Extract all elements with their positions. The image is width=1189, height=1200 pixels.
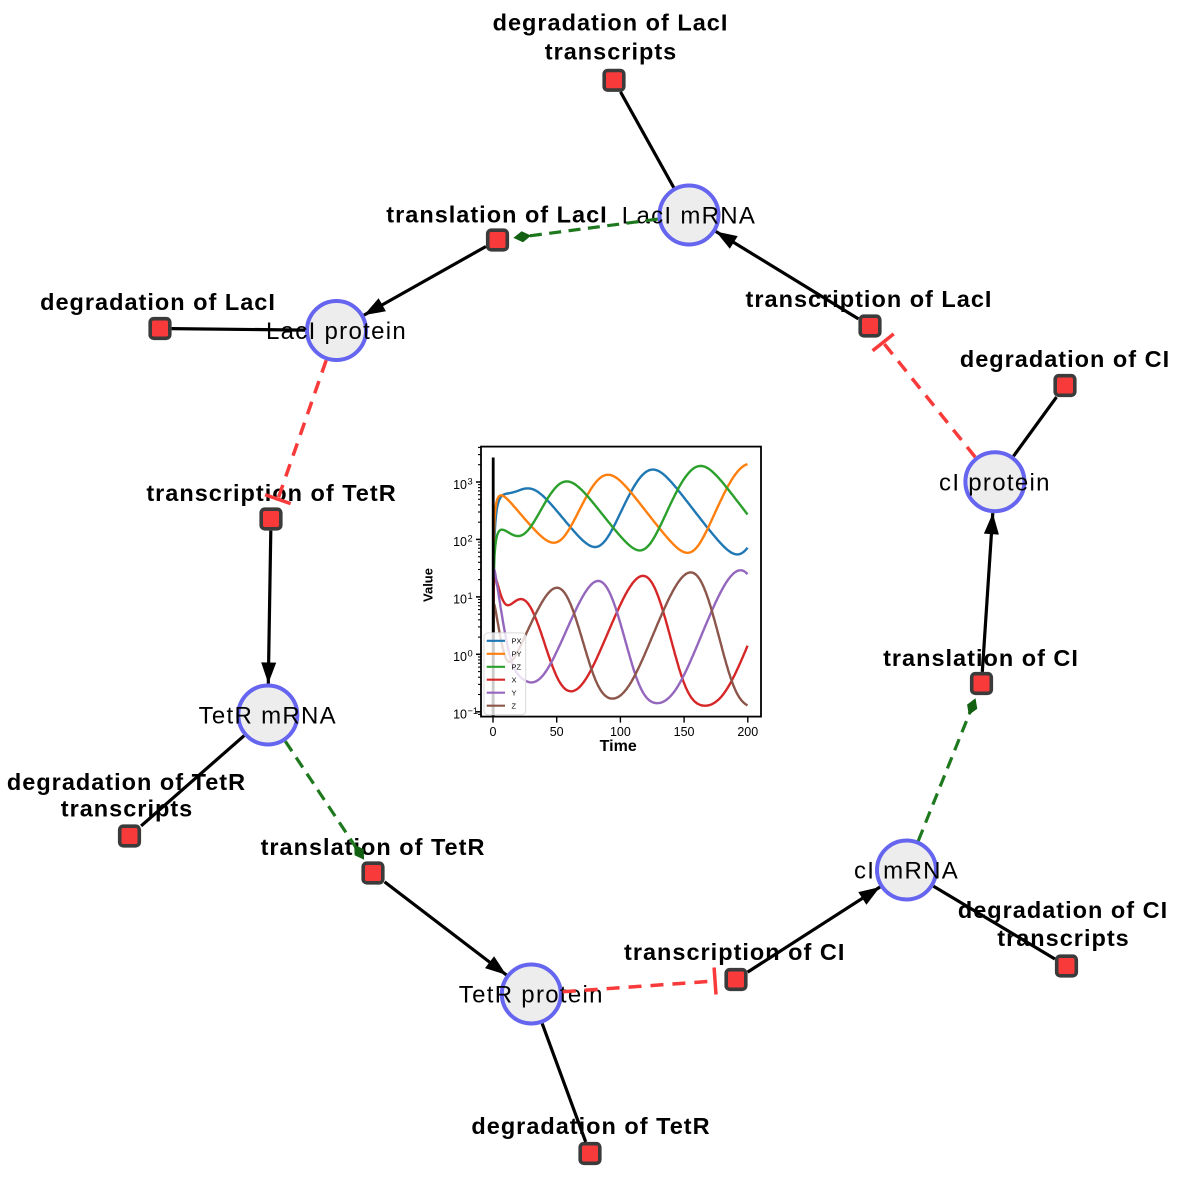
svg-text:degradation of LacI: degradation of LacI [493, 9, 729, 35]
svg-text:−1: −1 [468, 706, 479, 716]
svg-text:3: 3 [468, 476, 473, 486]
svg-text:PX: PX [512, 637, 522, 646]
svg-text:10: 10 [453, 708, 467, 722]
svg-text:cI protein: cI protein [939, 469, 1051, 496]
svg-text:LacI mRNA: LacI mRNA [622, 203, 756, 230]
svg-text:200: 200 [737, 725, 758, 739]
svg-text:degradation of TetR: degradation of TetR [7, 769, 246, 795]
svg-text:PY: PY [512, 650, 522, 659]
svg-text:Z: Z [512, 701, 517, 710]
svg-text:Value: Value [421, 568, 436, 602]
svg-text:2: 2 [468, 534, 473, 544]
svg-text:TetR mRNA: TetR mRNA [199, 703, 337, 730]
svg-text:PZ: PZ [512, 663, 522, 672]
svg-text:10: 10 [453, 478, 467, 492]
svg-text:transcription of TetR: transcription of TetR [146, 480, 396, 506]
svg-text:150: 150 [674, 725, 695, 739]
svg-text:X: X [512, 675, 517, 684]
svg-text:translation of TetR: translation of TetR [261, 834, 486, 860]
svg-text:100: 100 [610, 725, 631, 739]
svg-text:degradation of CI: degradation of CI [960, 346, 1170, 372]
svg-text:transcription of CI: transcription of CI [624, 939, 845, 965]
svg-text:Time: Time [600, 738, 637, 755]
svg-text:50: 50 [550, 725, 564, 739]
svg-text:degradation of CI: degradation of CI [958, 897, 1168, 923]
svg-text:0: 0 [468, 649, 473, 659]
svg-text:translation of CI: translation of CI [883, 645, 1079, 671]
svg-text:10: 10 [453, 535, 467, 549]
svg-text:TetR protein: TetR protein [459, 982, 604, 1009]
svg-text:transcripts: transcripts [545, 39, 677, 65]
svg-text:10: 10 [453, 650, 467, 664]
svg-text:translation of LacI: translation of LacI [386, 201, 607, 227]
svg-text:LacI protein: LacI protein [266, 318, 407, 345]
svg-text:10: 10 [453, 593, 467, 607]
svg-text:degradation of LacI: degradation of LacI [40, 289, 276, 315]
svg-text:cI mRNA: cI mRNA [854, 858, 959, 885]
svg-text:Y: Y [512, 688, 517, 697]
svg-text:0: 0 [490, 725, 497, 739]
svg-text:transcription of LacI: transcription of LacI [746, 286, 993, 312]
svg-text:1: 1 [468, 591, 473, 601]
svg-text:degradation of TetR: degradation of TetR [471, 1113, 710, 1139]
